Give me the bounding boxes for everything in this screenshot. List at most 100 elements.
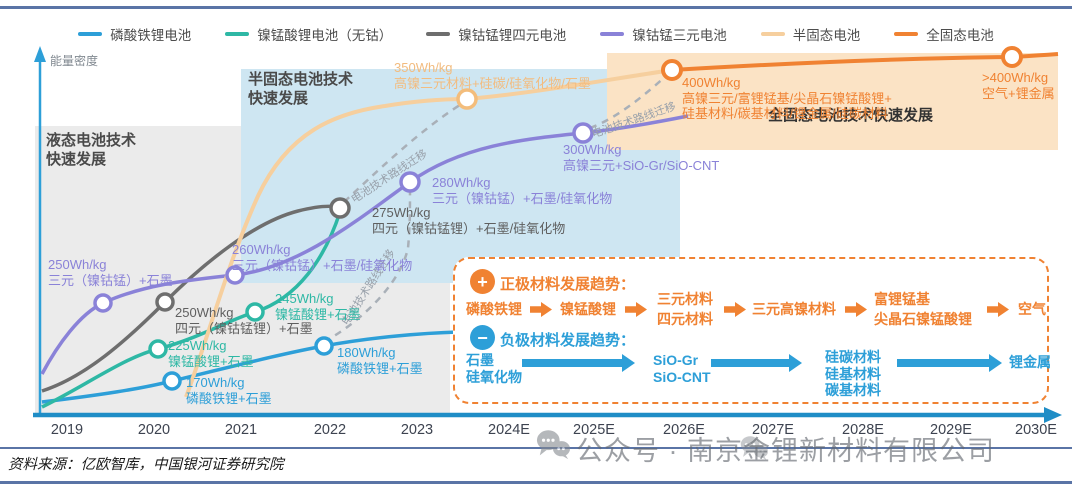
x-tick-2019: 2019 xyxy=(50,422,84,438)
region-title-semi-line2: 快速发展 xyxy=(248,90,309,107)
x-tick-2029e: 2029E xyxy=(930,422,972,438)
point-materials: 镍锰酸锂+石墨 xyxy=(168,353,254,369)
point-materials: 磷酸铁锂+石墨 xyxy=(186,390,272,406)
arrow-right-icon xyxy=(845,302,867,317)
wechat-icon xyxy=(740,436,768,460)
arrow-right-icon xyxy=(987,302,1009,317)
point-materials: 四元（镍钴锰锂）+石墨 xyxy=(175,320,313,336)
marker-quad-275 xyxy=(329,197,351,219)
anode-item-line: 硅氧化物 xyxy=(466,368,522,385)
marker-lnmo-245 xyxy=(245,302,265,322)
watermark-text: 公众号 · 南京金锂新材料有限公司 xyxy=(576,436,995,466)
point-materials: 三元（镍钴锰）+石墨/硅氧化物 xyxy=(232,257,413,273)
region-title-liquid: 液态电池技术 快速发展 xyxy=(46,131,136,169)
x-tick-2022: 2022 xyxy=(313,422,347,438)
legend-item-allsolid: 全固态电池 xyxy=(894,24,994,44)
point-materials: 三元（镍钴锰）+石墨/硅氧化物 xyxy=(432,190,613,206)
legend-dash-lnmo xyxy=(225,32,250,36)
point-value: 225Wh/kg xyxy=(168,338,227,353)
point-value: >400Wh/kg xyxy=(982,70,1049,85)
anode-item-sio: SiO-Gr SiO-CNT xyxy=(653,352,711,385)
x-tick-2028e: 2028E xyxy=(842,422,884,438)
cathode-item-lfp: 磷酸铁锂 xyxy=(466,301,522,317)
arrow-right-icon xyxy=(530,302,552,317)
point-materials: 硅基材料/碳基材料/锂金属/硅碳材料 xyxy=(682,106,888,121)
series-allsolid-line xyxy=(671,52,1059,72)
migration-path-3 xyxy=(589,75,667,130)
legend-item-lnmo: 镍锰酸锂电池（无钴） xyxy=(225,24,392,44)
marker-ncm-260 xyxy=(225,265,245,285)
region-title-semi-solid: 半固态电池技术 快速发展 xyxy=(248,70,353,108)
long-arrow-right-icon xyxy=(522,354,635,372)
point-materials: 高镍三元/富锂锰基/尖晶石镍锰酸锂+ xyxy=(682,90,892,106)
point-materials: 高镍三元+SiO-Gr/SiO-CNT xyxy=(563,157,720,173)
point-label-350: 350Wh/kg 高镍三元材料+硅碳/硅氧化物/石墨 xyxy=(394,60,591,91)
cathode-item-high-nickel: 三元高镍材料 xyxy=(752,301,836,317)
long-arrow-right-icon xyxy=(711,354,802,372)
legend-dash-semisolid xyxy=(760,32,785,36)
legend-item-ncm: 镍钴锰三元电池 xyxy=(600,24,727,44)
legend-dash-quad xyxy=(426,32,451,36)
cathode-item-line: 富锂锰基 xyxy=(874,291,930,307)
anode-item-line: 石墨 xyxy=(466,352,494,368)
region-title-all-solid: 全固态电池技术快速发展 xyxy=(768,107,934,124)
x-axis-arrow-icon xyxy=(1044,407,1062,423)
point-label-250-ncm: 250Wh/kg 三元（镍钴锰）+石墨 xyxy=(48,257,173,288)
cathode-item-li-rich: 富锂锰基 尖晶石镍锰酸锂 xyxy=(874,289,972,329)
point-value: 250Wh/kg xyxy=(175,305,234,320)
point-label-260: 260Wh/kg 三元（镍钴锰）+石墨/硅氧化物 xyxy=(232,242,412,273)
region-title-liquid-line2: 快速发展 xyxy=(46,151,107,168)
x-tick-2023: 2023 xyxy=(400,422,434,438)
point-materials: 三元（镍钴锰）+石墨 xyxy=(48,272,173,288)
marker-quad-250 xyxy=(155,292,175,312)
top-border-line xyxy=(0,6,1072,9)
region-title-liquid-line1: 液态电池技术 xyxy=(46,132,137,149)
source-note: 资料来源：亿欧智库，中国银河证券研究院 xyxy=(8,457,284,473)
marker-semisolid-350 xyxy=(456,88,478,110)
x-tick-2021: 2021 xyxy=(224,422,258,438)
legend-label-lfp: 磷酸铁锂电池 xyxy=(110,28,192,43)
x-tick-2030e: 2030E xyxy=(1015,422,1057,438)
legend-label-allsolid: 全固态电池 xyxy=(926,28,994,43)
anode-item-line: 硅基材料 xyxy=(825,365,881,382)
x-tick-2027e: 2027E xyxy=(752,422,794,438)
point-materials: 磷酸铁锂+石墨 xyxy=(337,360,423,376)
arrow-right-icon xyxy=(625,302,647,317)
point-value: 400Wh/kg xyxy=(682,75,741,90)
cathode-item-line: 三元材料 xyxy=(657,291,713,307)
point-value: 275Wh/kg xyxy=(372,205,431,220)
point-label-170: 170Wh/kg 磷酸铁锂+石墨 xyxy=(186,375,272,406)
legend-label-quad: 镍钴锰锂四元电池 xyxy=(458,28,567,43)
marker-lnmo-225 xyxy=(148,339,168,359)
marker-lfp-180 xyxy=(314,336,334,356)
marker-ncm-280 xyxy=(399,171,421,193)
marker-allsolid-400plus xyxy=(1001,46,1023,68)
point-materials: 镍锰酸锂+石墨 xyxy=(275,306,361,322)
point-label-225: 225Wh/kg 镍锰酸锂+石墨 xyxy=(168,338,254,369)
point-label-280: 280Wh/kg 三元（镍钴锰）+石墨/硅氧化物 xyxy=(432,175,612,206)
x-tick-2025e: 2025E xyxy=(573,422,615,438)
point-label-300: 300Wh/kg 高镍三元+SiO-Gr/SiO-CNT xyxy=(563,142,719,173)
series-lfp-line xyxy=(41,330,459,404)
material-trend-box: + 正极材料发展趋势： 磷酸铁锂 镍锰酸锂 三元材料 四元材料 三元高镍材料 富… xyxy=(453,257,1051,404)
plus-icon: + xyxy=(470,269,495,294)
anode-item-line: SiO-CNT xyxy=(653,368,711,385)
x-tick-2026e: 2026E xyxy=(663,422,705,438)
y-axis-arrow-icon xyxy=(34,46,46,62)
legend-item-quad: 镍钴锰锂四元电池 xyxy=(426,24,566,44)
cathode-item-line: 四元材料 xyxy=(657,311,713,327)
legend-dash-lfp xyxy=(78,32,103,36)
point-label-400: 400Wh/kg 高镍三元/富锂锰基/尖晶石镍锰酸锂+ 硅基材料/碳基材料/锂金… xyxy=(682,75,892,122)
legend-label-lnmo: 镍锰酸锂电池（无钴） xyxy=(257,28,393,43)
anode-item-line: 碳基材料 xyxy=(825,382,881,398)
series-lnmo-line xyxy=(41,211,342,409)
point-materials: 空气+锂金属 xyxy=(982,85,1055,101)
point-value: 170Wh/kg xyxy=(186,375,245,390)
marker-lfp-170 xyxy=(162,371,182,391)
wechat-icon xyxy=(536,430,570,460)
anode-item-graphite: 石墨 硅氧化物 xyxy=(466,352,522,385)
x-tick-2020: 2020 xyxy=(137,422,171,438)
point-value: 300Wh/kg xyxy=(563,142,622,157)
